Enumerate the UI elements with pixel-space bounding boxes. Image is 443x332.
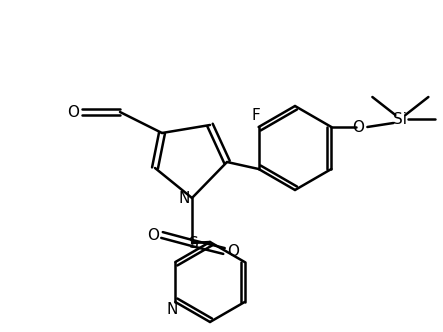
Text: S: S bbox=[189, 235, 199, 251]
Text: O: O bbox=[352, 120, 365, 134]
Text: Si: Si bbox=[393, 112, 408, 126]
Text: F: F bbox=[251, 108, 260, 123]
Text: N: N bbox=[179, 191, 190, 206]
Text: O: O bbox=[147, 227, 159, 242]
Text: O: O bbox=[227, 243, 239, 259]
Text: N: N bbox=[167, 301, 178, 316]
Text: O: O bbox=[67, 105, 79, 120]
